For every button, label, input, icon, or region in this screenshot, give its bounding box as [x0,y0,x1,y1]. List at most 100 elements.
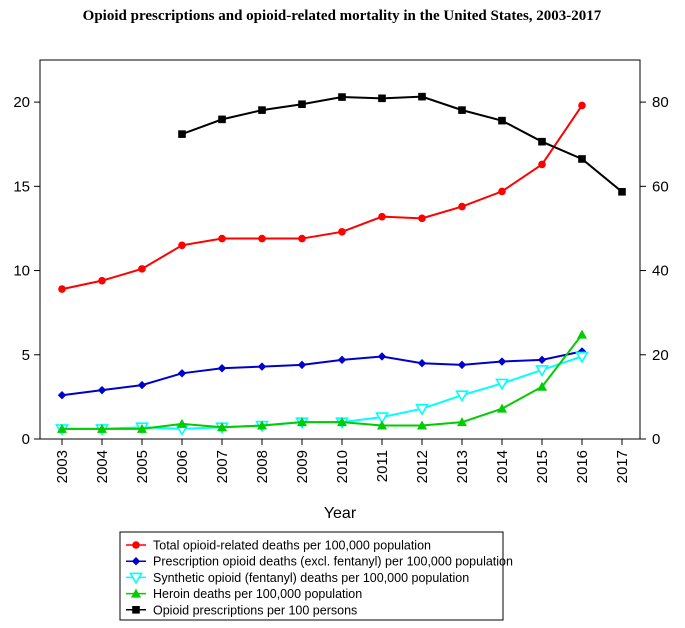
right-y-axis: 0 20 40 60 80 [640,94,669,448]
x-tick-label: 2015 [534,450,551,483]
data-point [298,100,306,109]
data-point [538,137,546,146]
data-point [97,423,107,433]
data-point [258,106,266,114]
data-point [417,420,427,430]
x-tick-label: 2010 [334,450,351,483]
data-point [178,241,186,250]
left-y-tick-label: 0 [22,431,30,448]
data-point [298,234,306,243]
data-point [97,385,107,395]
right-y-tick-label: 60 [652,178,669,195]
series-3 [57,329,587,433]
series-line [181,95,623,193]
x-tick-label: 2009 [294,450,311,483]
x-tick-label: 2017 [614,450,631,483]
data-point [618,188,626,196]
data-point [375,412,389,425]
legend-item: Opioid prescriptions per 100 persons [126,603,357,617]
left-y-tick-label: 5 [22,347,30,364]
data-point [178,130,186,138]
data-point [418,214,426,223]
legend-marker [132,541,140,549]
legend-item: Heroin deaths per 100,000 population [126,587,362,601]
data-point [337,417,347,427]
x-tick-label: 2011 [374,450,391,482]
data-point [415,403,429,416]
data-point [338,93,346,101]
data-point [137,423,147,433]
legend-marker [131,588,141,598]
data-point [57,423,67,433]
data-point [138,265,146,273]
series-4 [178,92,626,196]
data-point [377,352,387,361]
data-point [497,403,507,413]
x-tick-label: 2003 [54,450,71,483]
data-point [495,378,509,391]
data-point [578,155,586,163]
data-point [58,285,66,293]
data-point [337,355,347,365]
x-tick-label: 2012 [414,450,431,483]
data-point [535,365,549,378]
data-point [537,381,547,391]
legend-label: Opioid prescriptions per 100 persons [153,603,357,617]
x-tick-label: 2005 [134,450,151,483]
data-point [297,360,307,370]
right-y-tick-label: 80 [652,94,669,111]
x-tick-label: 2007 [214,450,231,483]
data-point [457,360,467,370]
data-point [137,380,147,390]
legend-label: Prescription opioid deaths (excl. fentan… [153,555,513,569]
series-1 [57,347,587,400]
data-point [498,187,506,196]
data-point [217,364,227,373]
series-0 [58,101,586,293]
left-y-tick-label: 20 [13,94,30,111]
x-tick-label: 2016 [574,450,591,483]
data-point [177,369,187,378]
data-point [458,202,466,211]
data-point [378,212,386,221]
data-point [575,351,589,364]
data-point [98,276,106,285]
data-point [257,362,267,371]
data-point [538,160,546,169]
data-point [578,101,586,110]
data-point [417,359,427,368]
legend-item: Total opioid-related deaths per 100,000 … [126,539,431,553]
legend-item: Prescription opioid deaths (excl. fentan… [126,555,513,569]
legend-label: Heroin deaths per 100,000 population [153,587,362,601]
series-line [62,333,583,430]
data-point [218,234,226,243]
data-point [577,329,587,339]
right-y-tick-label: 20 [652,347,669,364]
data-point [497,357,507,366]
legend-marker [132,606,140,614]
legend-marker [131,557,141,566]
chart-title: Opioid prescriptions and opioid-related … [83,8,602,24]
right-y-tick-label: 0 [652,431,660,448]
data-point [258,234,266,243]
data-point [377,420,387,430]
series-line [62,355,583,430]
data-point [217,422,227,432]
legend-item: Synthetic opioid (fentanyl) deaths per 1… [126,571,469,585]
right-y-tick-label: 40 [652,263,669,280]
x-tick-label: 2013 [454,450,471,483]
data-point [257,420,267,430]
legend-label: Synthetic opioid (fentanyl) deaths per 1… [153,571,469,585]
legend: Total opioid-related deaths per 100,000 … [126,539,513,617]
x-axis: 2003 2004 2005 2006 2007 2008 2009 2010 2011 2012… [54,439,631,483]
data-point [498,116,506,125]
data-point [457,417,467,427]
data-point [218,115,226,124]
legend-box [119,531,504,621]
series-layer [55,92,626,436]
left-y-axis: 0 5 10 15 20 [13,94,40,448]
left-y-tick-label: 15 [13,178,30,195]
x-axis-title: Year [324,505,357,522]
series-line [61,104,583,291]
